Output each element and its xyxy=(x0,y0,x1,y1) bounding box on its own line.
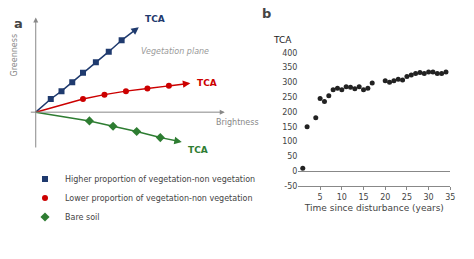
svg-text:-50: -50 xyxy=(284,182,297,191)
svg-text:150: 150 xyxy=(282,123,297,132)
svg-text:350: 350 xyxy=(282,63,297,72)
svg-text:25: 25 xyxy=(402,193,412,202)
svg-text:50: 50 xyxy=(287,152,297,161)
svg-text:400: 400 xyxy=(282,49,297,58)
svg-text:Brightness: Brightness xyxy=(216,118,259,127)
svg-text:Bare soil: Bare soil xyxy=(65,213,99,222)
svg-text:b: b xyxy=(262,6,271,21)
svg-text:TCA: TCA xyxy=(145,14,165,24)
svg-text:200: 200 xyxy=(282,108,297,117)
svg-text:Lower proportion of vegetation: Lower proportion of vegetation-non veget… xyxy=(65,194,252,203)
svg-text:20: 20 xyxy=(380,193,390,202)
svg-text:15: 15 xyxy=(358,193,368,202)
svg-text:250: 250 xyxy=(282,93,297,102)
svg-text:300: 300 xyxy=(282,78,297,87)
svg-text:Vegetation plane: Vegetation plane xyxy=(141,47,209,56)
svg-text:a: a xyxy=(14,16,23,31)
svg-text:5: 5 xyxy=(318,193,323,202)
svg-text:TCA: TCA xyxy=(273,35,292,45)
svg-text:10: 10 xyxy=(337,193,347,202)
svg-text:Greenness: Greenness xyxy=(10,34,19,77)
svg-text:Time since disturbance (years): Time since disturbance (years) xyxy=(304,203,444,213)
svg-text:Higher proportion of vegetatio: Higher proportion of vegetation-non vege… xyxy=(65,175,255,184)
svg-text:30: 30 xyxy=(424,193,434,202)
svg-text:TCA: TCA xyxy=(188,145,208,155)
svg-text:0: 0 xyxy=(292,167,297,176)
svg-text:35: 35 xyxy=(445,193,455,202)
svg-text:100: 100 xyxy=(282,137,297,146)
svg-text:TCA: TCA xyxy=(197,78,217,88)
